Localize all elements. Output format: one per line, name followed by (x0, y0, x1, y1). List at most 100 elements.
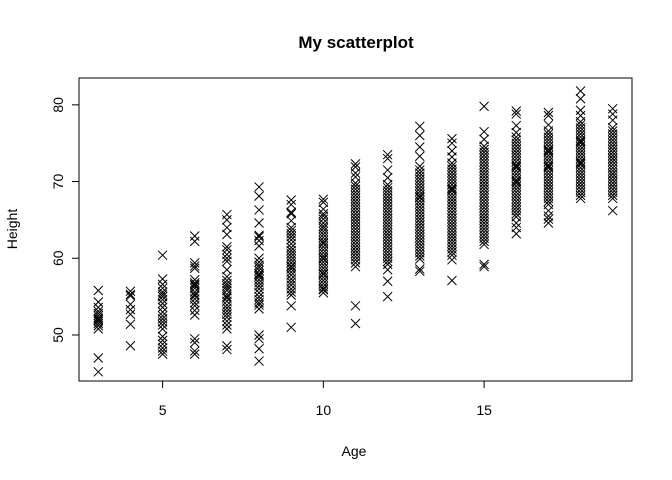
data-point (157, 250, 168, 261)
data-point (479, 126, 489, 137)
data-point (511, 106, 522, 116)
data-point (93, 306, 104, 317)
data-point (286, 270, 297, 280)
data-point (479, 239, 489, 250)
data-point (189, 333, 200, 344)
data-point (607, 169, 618, 179)
data-point (575, 93, 586, 104)
data-point (414, 254, 425, 264)
data-point (286, 287, 297, 297)
data-point (157, 320, 168, 330)
data-point (222, 278, 232, 289)
data-point (125, 304, 136, 315)
data-point (189, 305, 200, 316)
data-point (575, 86, 586, 96)
data-point (286, 199, 297, 210)
x-axis: 5 10 15 (159, 380, 492, 418)
data-point (350, 258, 361, 268)
data-point (479, 101, 489, 112)
data-point (222, 215, 232, 225)
data-point (318, 268, 329, 279)
data-point (286, 322, 297, 333)
data-point (254, 330, 264, 340)
data-point (318, 284, 329, 294)
data-point (414, 251, 425, 261)
data-point (125, 299, 136, 310)
data-point (222, 229, 232, 240)
x-tick-label: 15 (476, 402, 492, 418)
data-point (350, 159, 361, 169)
data-point (414, 161, 425, 172)
data-point (93, 285, 104, 296)
data-point (511, 228, 522, 239)
data-point (543, 218, 554, 228)
data-point (189, 290, 200, 301)
data-point (286, 231, 297, 242)
data-point (254, 281, 264, 291)
data-point (222, 244, 232, 255)
y-tick-label: 80 (50, 97, 66, 113)
data-point (254, 270, 264, 280)
data-point (543, 211, 554, 221)
data-point (93, 302, 104, 313)
data-point (189, 310, 200, 320)
data-point (479, 236, 489, 247)
data-point (479, 134, 489, 145)
data-point (511, 176, 522, 187)
data-point (157, 317, 168, 327)
data-point (157, 274, 168, 284)
points-layer (93, 86, 618, 377)
data-point (93, 353, 104, 363)
data-point (479, 259, 489, 270)
data-point (93, 323, 104, 334)
data-point (607, 190, 618, 201)
data-point (447, 250, 457, 261)
data-point (222, 209, 232, 220)
data-point (286, 208, 297, 219)
data-point (318, 204, 329, 215)
data-point (157, 323, 168, 334)
data-point (222, 253, 232, 264)
data-point (511, 208, 522, 219)
data-point (93, 316, 104, 327)
data-point (222, 312, 232, 323)
data-point (543, 146, 554, 156)
data-point (414, 266, 425, 277)
x-tick-label: 5 (159, 402, 167, 418)
data-point (286, 261, 297, 272)
data-point (222, 340, 232, 351)
data-point (189, 297, 200, 308)
data-point (382, 149, 393, 160)
data-point (254, 284, 264, 294)
data-point (254, 241, 264, 251)
data-point (318, 194, 329, 205)
data-point (350, 254, 361, 265)
data-point (414, 130, 425, 141)
data-point (575, 105, 586, 116)
data-point (222, 241, 232, 252)
data-point (125, 340, 136, 351)
data-point (222, 271, 232, 282)
data-point (157, 287, 168, 297)
data-point (607, 193, 618, 204)
data-point (222, 323, 232, 334)
data-point (222, 264, 232, 275)
data-point (286, 238, 297, 249)
data-point (414, 151, 425, 162)
data-point (125, 319, 136, 330)
data-point (157, 335, 168, 346)
data-point (607, 205, 618, 216)
data-point (286, 215, 297, 226)
data-point (607, 153, 618, 164)
y-tick-label: 70 (50, 174, 66, 190)
data-point (318, 287, 329, 298)
data-point (93, 366, 104, 377)
data-point (350, 261, 361, 272)
data-point (447, 184, 457, 195)
data-point (254, 333, 264, 344)
data-point (318, 253, 329, 264)
data-point (222, 289, 232, 300)
data-point (607, 115, 618, 126)
data-point (222, 309, 232, 320)
